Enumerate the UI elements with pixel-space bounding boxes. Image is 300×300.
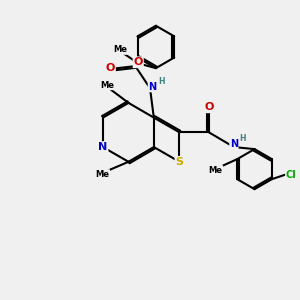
Text: H: H — [158, 77, 164, 86]
Text: N: N — [230, 139, 238, 148]
Text: Me: Me — [100, 81, 114, 90]
Text: N: N — [148, 82, 156, 92]
Text: Me: Me — [209, 166, 223, 175]
Text: O: O — [106, 63, 115, 74]
Text: H: H — [239, 134, 246, 143]
Text: O: O — [204, 102, 214, 112]
Text: Me: Me — [114, 45, 128, 54]
Text: S: S — [176, 157, 183, 167]
Text: N: N — [98, 142, 107, 152]
Text: Me: Me — [96, 169, 110, 178]
Text: Cl: Cl — [286, 170, 296, 180]
Text: O: O — [134, 57, 143, 67]
